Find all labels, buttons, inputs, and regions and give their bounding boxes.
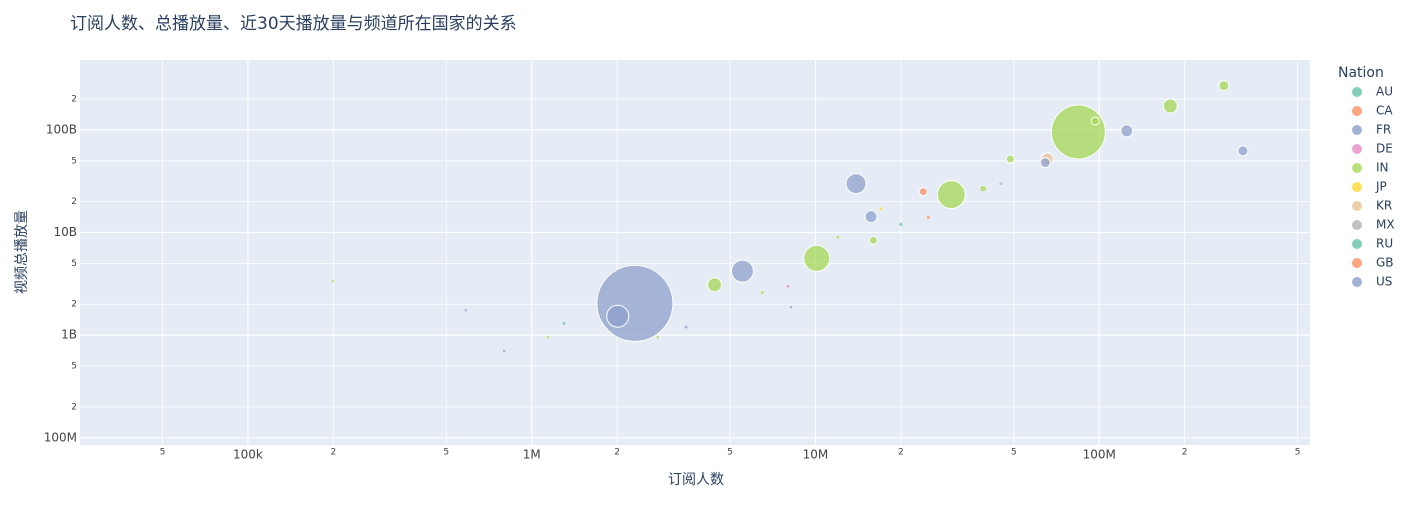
- legend-label: AU: [1376, 85, 1393, 99]
- y-tick-label: 5: [71, 156, 77, 166]
- bubble: [656, 335, 660, 339]
- y-tick-label: 1B: [61, 328, 77, 342]
- legend-label: IN: [1376, 161, 1389, 175]
- bubble: [760, 290, 765, 295]
- x-tick-label: 5: [160, 448, 166, 458]
- legend-label: JP: [1375, 180, 1387, 194]
- y-tick-label: 10B: [53, 225, 77, 239]
- legend-marker: [1352, 201, 1362, 211]
- x-tick-label: 2: [330, 448, 336, 458]
- x-tick-label: 5: [1011, 448, 1017, 458]
- legend-marker: [1352, 144, 1362, 154]
- bubble: [464, 308, 468, 312]
- legend-label: MX: [1376, 218, 1395, 232]
- legend-marker: [1352, 87, 1362, 97]
- x-tick-label: 2: [1182, 448, 1188, 458]
- bubble: [562, 321, 566, 326]
- legend-label: KR: [1376, 199, 1392, 213]
- y-tick-label: 5: [71, 362, 77, 372]
- bubble: [684, 325, 688, 329]
- legend-label: FR: [1376, 123, 1391, 137]
- x-tick-label: 2: [898, 448, 904, 458]
- bubble: [1090, 116, 1100, 126]
- bubble: [803, 244, 831, 272]
- bubble: [606, 304, 630, 328]
- y-tick-label: 2: [71, 402, 77, 412]
- bubble: [899, 222, 903, 227]
- x-tick-label: 10M: [803, 448, 829, 462]
- bubble: [1120, 124, 1134, 138]
- legend-label: DE: [1376, 142, 1393, 156]
- bubble: [789, 305, 793, 309]
- y-tick-label: 2: [71, 300, 77, 310]
- bubble: [1050, 104, 1106, 160]
- bubble: [1237, 145, 1249, 157]
- chart-title: 订阅人数、总播放量、近30天播放量与频道所在国家的关系: [70, 14, 517, 34]
- bubble: [707, 277, 723, 293]
- legend-marker: [1352, 125, 1362, 135]
- bubble: [1039, 157, 1051, 169]
- legend-marker: [1352, 182, 1362, 192]
- x-tick-label: 100k: [233, 448, 263, 462]
- x-tick-label: 5: [727, 448, 733, 458]
- legend-marker: [1352, 277, 1362, 287]
- bubble: [546, 335, 550, 340]
- bubble: [502, 349, 506, 353]
- bubble: [878, 206, 883, 211]
- legend-label: GB: [1376, 256, 1394, 270]
- y-tick-label: 2: [71, 95, 77, 105]
- legend-label: US: [1376, 275, 1392, 289]
- x-tick-label: 5: [443, 448, 449, 458]
- legend-marker: [1352, 258, 1362, 268]
- bubble: [596, 264, 674, 342]
- y-tick-label: 100B: [46, 122, 77, 136]
- x-tick-label: 1M: [523, 448, 541, 462]
- bubble: [1162, 98, 1178, 114]
- bubble: [998, 181, 1003, 186]
- y-tick-label: 100M: [44, 430, 77, 444]
- bubble: [836, 235, 840, 240]
- x-tick-label: 2: [614, 448, 620, 458]
- legend-label: CA: [1376, 104, 1393, 118]
- bubble: [1005, 154, 1015, 164]
- y-axis-title: 视频总播放量: [14, 210, 30, 294]
- bubble: [786, 284, 790, 289]
- bubble: [936, 180, 966, 210]
- x-tick-label: 5: [1295, 448, 1301, 458]
- bubble: [331, 279, 335, 283]
- bubble: [980, 185, 987, 192]
- legend-title: Nation: [1338, 65, 1384, 81]
- bubble: [868, 235, 878, 245]
- legend-marker: [1352, 220, 1362, 230]
- bubble: [730, 259, 754, 283]
- y-tick-label: 5: [71, 259, 77, 269]
- x-axis-title: 订阅人数: [668, 472, 724, 488]
- bubble: [845, 173, 867, 195]
- legend-marker: [1352, 106, 1362, 116]
- y-tick-label: 2: [71, 197, 77, 207]
- legend-marker: [1352, 163, 1362, 173]
- bubble: [1218, 80, 1230, 92]
- bubble: [864, 210, 878, 224]
- x-tick-label: 100M: [1083, 448, 1116, 462]
- bubble: [926, 215, 931, 220]
- legend-marker: [1352, 239, 1362, 249]
- bubble: [918, 187, 928, 197]
- plot-area: [80, 60, 1310, 445]
- legend-label: RU: [1376, 237, 1393, 251]
